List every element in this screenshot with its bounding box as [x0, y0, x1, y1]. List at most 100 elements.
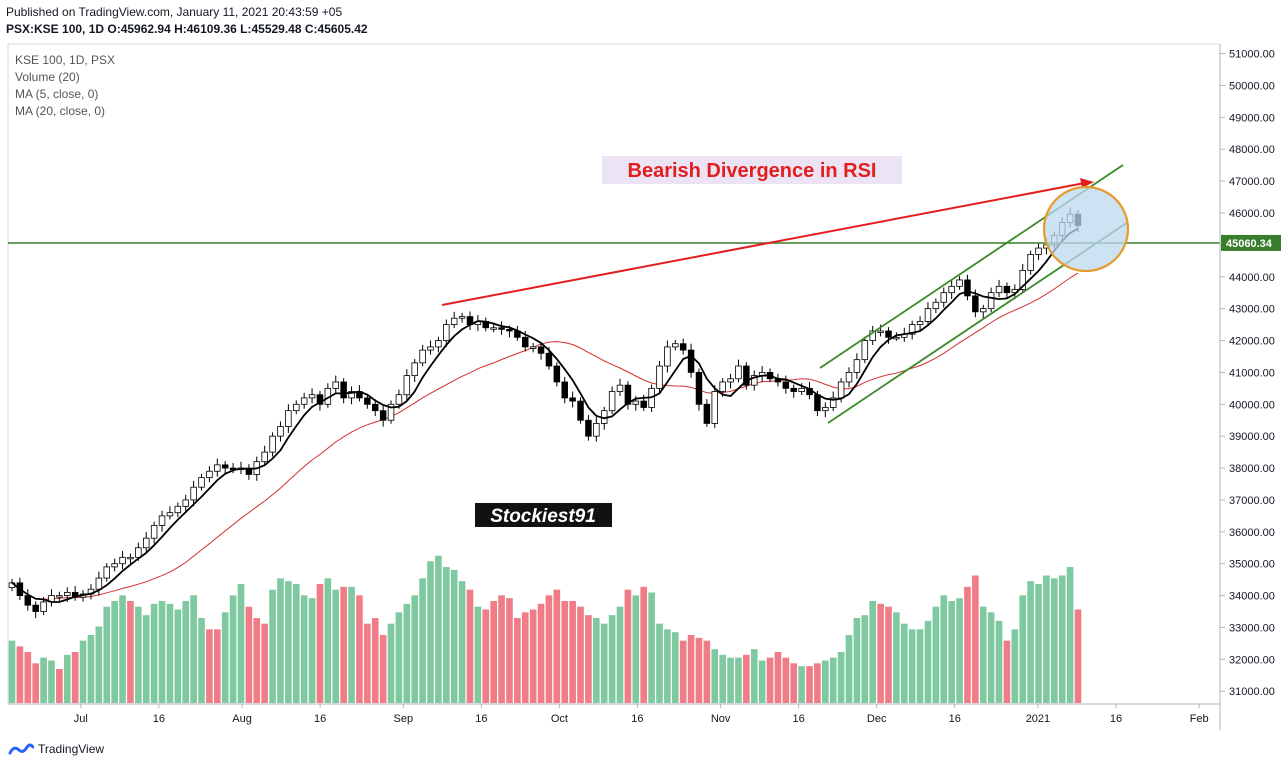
volume-bar: [537, 603, 545, 703]
volume-bar: [861, 615, 869, 703]
candle-body: [940, 292, 948, 303]
volume-bar: [158, 601, 166, 703]
candle-body: [972, 295, 979, 313]
volume-bar: [569, 601, 576, 703]
volume-bar: [135, 606, 142, 703]
candle-body: [924, 308, 932, 322]
candle-body: [142, 537, 150, 549]
price-tick-label: 37000.00: [1229, 495, 1275, 507]
price-tick-label: 31000.00: [1229, 686, 1275, 698]
volume-bar: [585, 615, 592, 703]
time-tick-label: 16: [153, 713, 165, 725]
volume-bar: [308, 598, 316, 703]
candle-body: [450, 317, 458, 325]
volume-bar: [269, 589, 276, 703]
volume-bar: [790, 663, 798, 703]
candle-body: [174, 505, 182, 514]
volume-bar: [56, 669, 63, 703]
legend-symbol[interactable]: KSE 100, 1D, PSX: [15, 53, 116, 67]
volume-bar: [1019, 595, 1027, 703]
volume-bar: [900, 623, 908, 703]
volume-bar: [245, 606, 253, 703]
volume-bar: [869, 601, 877, 703]
volume-bar: [577, 606, 584, 703]
legend-volume[interactable]: Volume (20): [15, 70, 80, 84]
volume-bar: [182, 601, 190, 703]
candle-body: [427, 346, 434, 351]
watermark-label: Stockiest91: [490, 506, 596, 527]
candle-body: [798, 387, 805, 392]
price-tick-label: 32000.00: [1229, 654, 1275, 666]
volume-bar: [450, 569, 458, 703]
candle-body: [522, 336, 529, 348]
volume-bar: [206, 629, 213, 703]
legend-ma5[interactable]: MA (5, close, 0): [15, 87, 99, 101]
volume-bar: [719, 654, 726, 703]
volume-bar: [79, 640, 87, 703]
divergence-label-bg: [602, 156, 902, 184]
volume-bar: [8, 640, 16, 703]
volume-bar: [561, 601, 569, 703]
volume-bar: [292, 584, 300, 703]
volume-bar: [877, 603, 884, 703]
volume-bar: [758, 660, 766, 703]
candle-body: [537, 346, 545, 354]
volume-bar: [229, 595, 237, 703]
volume-bar: [727, 657, 734, 703]
time-tick-label: Feb: [1190, 713, 1209, 725]
candle-body: [593, 423, 600, 437]
tradingview-footer[interactable]: TradingView: [8, 741, 104, 757]
volume-bar: [190, 595, 197, 703]
drawing-layer[interactable]: [8, 164, 1220, 424]
volume-bar: [277, 578, 284, 703]
candle-body: [458, 316, 466, 319]
volume-bar: [111, 601, 118, 703]
time-tick-label: Jul: [74, 713, 88, 725]
volume-bar: [316, 584, 324, 703]
candle-body: [1003, 285, 1011, 294]
volume-bar: [166, 603, 174, 703]
volume-bar: [1003, 640, 1011, 703]
candle-body: [182, 499, 189, 507]
candle-body: [877, 330, 884, 333]
volume-bar: [648, 592, 655, 703]
ohlc-readout: PSX:KSE 100, 1D O:45962.94 H:46109.36 L:…: [6, 22, 368, 36]
volume-bar: [490, 601, 497, 703]
candle-body: [443, 324, 450, 341]
candle-body: [529, 346, 537, 349]
candle-body: [869, 330, 876, 341]
candle-body: [585, 419, 592, 437]
volume-bar: [395, 612, 403, 703]
volume-bar: [750, 649, 758, 703]
volume-bar: [458, 581, 466, 703]
price-tick-label: 34000.00: [1229, 591, 1275, 603]
annotation-labels: Bearish Divergence in RSI Stockiest91: [475, 156, 902, 527]
candle-body: [506, 328, 513, 332]
price-tick-label: 43000.00: [1229, 304, 1275, 316]
volume-bar: [853, 618, 861, 703]
volume-bar: [1066, 567, 1074, 703]
volume-bar: [593, 618, 600, 703]
candle-body: [624, 384, 632, 405]
candle-body: [545, 352, 553, 367]
candle-body: [206, 470, 213, 479]
volume-bar: [1074, 609, 1082, 703]
candle-body: [727, 378, 734, 383]
candle-body: [695, 372, 703, 405]
volume-bar: [987, 612, 995, 703]
candle-body: [245, 467, 253, 475]
price-tick-label: 51000.00: [1229, 49, 1275, 61]
volume-bar: [814, 663, 821, 703]
candle-body: [269, 435, 276, 453]
candle-body: [782, 381, 790, 389]
candle-body: [166, 512, 174, 517]
price-tick-label: 39000.00: [1229, 431, 1275, 443]
legend-ma20[interactable]: MA (20, close, 0): [15, 104, 106, 118]
volume-bar: [908, 629, 916, 703]
candle-body: [119, 556, 126, 565]
ma20-line: [11, 272, 1079, 600]
candle-body: [198, 477, 205, 488]
indicator-legend: KSE 100, 1D, PSX Volume (20) MA (5, clos…: [15, 52, 115, 120]
candle-body: [987, 292, 995, 310]
